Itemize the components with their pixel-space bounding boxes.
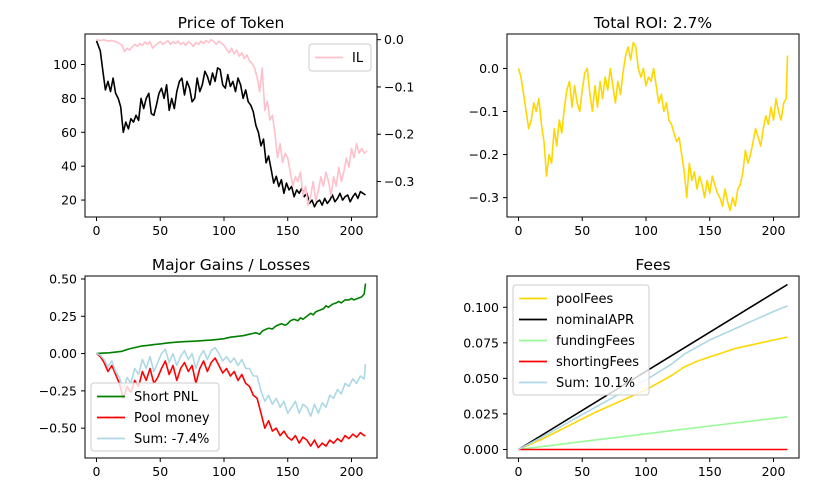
y-axis: 0.0 −0.1 −0.2 −0.3: [469, 61, 507, 205]
y2-tick-label: −0.1: [384, 79, 414, 94]
y-tick-label: 0.050: [463, 371, 499, 386]
series-line-0: [518, 336, 788, 451]
x-tick-label: 200: [762, 223, 786, 238]
series-line-2: [96, 346, 367, 418]
chart-title: Total ROI: 2.7%: [593, 14, 712, 32]
legend-label: IL: [352, 51, 364, 66]
x-axis: 0 50 100 150 200: [514, 217, 785, 238]
price-chart: Price of Token 0 50 100 150 200 20 40 60 80 100 0.0…: [53, 14, 414, 238]
y-tick-label: 0.075: [463, 335, 499, 350]
series-line-1: [518, 283, 788, 451]
y-axis: 0.50 0.25 0.00 −0.25 −0.50: [39, 271, 85, 436]
y-tick-label: −0.1: [469, 104, 499, 119]
legend: poolFees nominalAPR fundingFees shortingFee…: [512, 284, 650, 396]
x-tick-label: 0: [514, 223, 522, 238]
legend-label: Sum: 10.1%: [556, 376, 635, 391]
gains-chart: Major Gains / Losses 0 50 100 150 200 0.50 0.25…: [39, 256, 378, 479]
x-tick-label: 200: [340, 464, 364, 479]
series-line-0: [96, 283, 367, 355]
y2-tick-label: −0.3: [384, 174, 414, 189]
x-tick-label: 0: [514, 464, 522, 479]
x-tick-label: 100: [212, 223, 236, 238]
legend-label: Sum: -7.4%: [134, 432, 209, 447]
legend: Short PNL Pool money Sum: -7.4%: [90, 382, 220, 452]
y-tick-label: 100: [53, 57, 77, 72]
series-line-0: [517, 41, 789, 212]
y-tick-label: −0.25: [39, 383, 77, 398]
legend-box: [90, 382, 220, 452]
legend-label: nominalAPR: [556, 313, 634, 328]
roi-chart: Total ROI: 2.7% 0 50 100 150 200 0.0 −0.1 −0.2 −0…: [469, 14, 800, 238]
chart-title: Price of Token: [178, 14, 285, 32]
x-tick-label: 100: [634, 464, 658, 479]
y-axis: 0.000 0.025 0.050 0.075 0.100: [463, 300, 507, 457]
x-tick-label: 50: [574, 464, 590, 479]
x-axis: 0 50 100 150 200: [92, 217, 363, 238]
y-tick-label: 0.50: [49, 271, 77, 286]
x-tick-label: 150: [698, 464, 722, 479]
x-tick-label: 150: [276, 223, 300, 238]
y-tick-label: 60: [61, 125, 77, 140]
y-tick-label: 20: [61, 193, 77, 208]
series-line-1: [96, 38, 368, 206]
axes-frame: [84, 33, 378, 218]
x-tick-label: 0: [92, 223, 100, 238]
y-tick-label: 0.000: [463, 442, 499, 457]
axes-frame: [506, 275, 800, 459]
x-tick-label: 50: [152, 464, 168, 479]
series-line-2: [518, 416, 788, 451]
y-tick-label: 0.25: [49, 309, 77, 324]
y-tick-label: 0.0: [479, 61, 499, 76]
y-tick-label: 0.00: [49, 346, 77, 361]
axes-frame: [506, 33, 800, 218]
legend-label: poolFees: [556, 292, 614, 307]
legend-label: shortingFees: [556, 355, 639, 370]
x-axis: 0 50 100 150 200: [514, 458, 785, 479]
legend: IL: [308, 43, 372, 72]
series-line-4: [518, 305, 788, 451]
y-tick-label: −0.3: [469, 190, 499, 205]
y-tick-label: −0.2: [469, 147, 499, 162]
chart-title: Fees: [635, 256, 670, 274]
x-tick-label: 150: [276, 464, 300, 479]
y-tick-label: 80: [61, 91, 77, 106]
y2-axis: 0.0 −0.1 −0.2 −0.3: [377, 32, 414, 189]
x-tick-label: 200: [762, 464, 786, 479]
axes-frame: [84, 275, 378, 459]
x-axis: 0 50 100 150 200: [92, 458, 363, 479]
legend-label: Pool money: [134, 411, 210, 426]
series-line-0: [95, 40, 366, 208]
fees-chart: Fees 0 50 100 150 200 0.000 0.025 0.050 0.075 0.10…: [463, 256, 800, 479]
x-tick-label: 50: [152, 223, 168, 238]
x-tick-label: 150: [698, 223, 722, 238]
legend-box: [512, 284, 650, 396]
chart-title: Major Gains / Losses: [152, 256, 310, 274]
x-tick-label: 100: [212, 464, 236, 479]
y2-tick-label: 0.0: [384, 32, 404, 47]
series-line-1: [96, 352, 366, 449]
x-tick-label: 0: [92, 464, 100, 479]
y-axis: 20 40 60 80 100: [53, 57, 85, 208]
legend-label: fundingFees: [556, 334, 635, 349]
legend-label: Short PNL: [134, 390, 199, 405]
y2-tick-label: −0.2: [384, 127, 414, 142]
x-tick-label: 50: [574, 223, 590, 238]
y-tick-label: 0.100: [463, 300, 499, 315]
y-tick-label: 40: [61, 159, 77, 174]
y-tick-label: −0.50: [39, 421, 77, 436]
y-tick-label: 0.025: [463, 406, 499, 421]
x-tick-label: 100: [634, 223, 658, 238]
x-tick-label: 200: [340, 223, 364, 238]
